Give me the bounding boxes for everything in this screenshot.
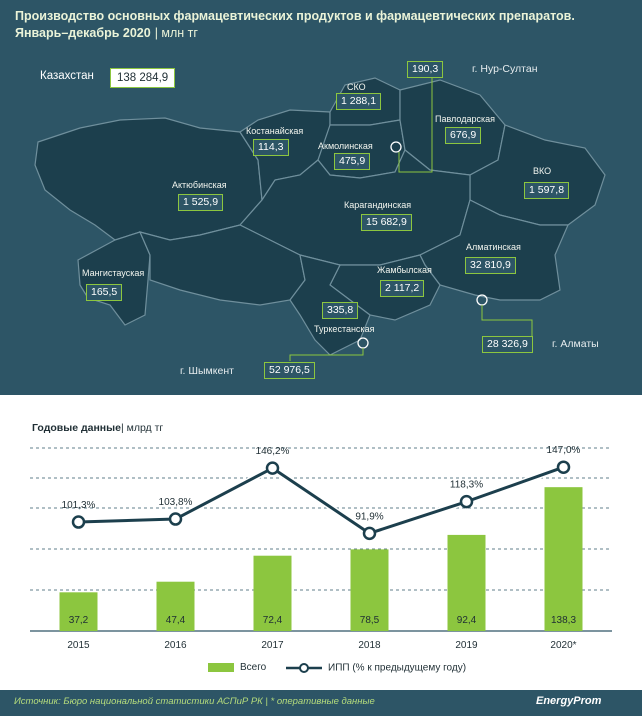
bar-value-label: 138,3 bbox=[551, 615, 576, 626]
footer: Источник: Бюро национальной статистики А… bbox=[0, 690, 642, 716]
leader-almaty bbox=[481, 305, 533, 336]
line-value-label: 147,0% bbox=[547, 445, 581, 456]
region-value-aktobe: 1 525,9 bbox=[178, 194, 224, 211]
region-value-almaty-region: 32 810,9 bbox=[465, 257, 516, 274]
line-value-label: 91,9% bbox=[355, 511, 383, 522]
map-marker-shymkent bbox=[357, 337, 369, 349]
region-label-aktobe: Актюбинская bbox=[172, 180, 227, 190]
bar-value-label: 72,4 bbox=[263, 615, 283, 626]
region-label-mangistau: Мангистауская bbox=[82, 268, 145, 278]
x-tick-label: 2017 bbox=[261, 640, 284, 651]
legend-label-bars: Всего bbox=[240, 662, 267, 673]
legend-item-line: ИПП (% к предыдущему году) bbox=[284, 662, 466, 674]
line-value-label: 101,3% bbox=[62, 500, 96, 511]
kazakhstan-value: 138 284,9 bbox=[110, 68, 176, 88]
legend-item-bars: Всего bbox=[208, 662, 266, 673]
bar-value-label: 47,4 bbox=[166, 615, 186, 626]
line-point bbox=[459, 494, 474, 509]
city-label-nursultan: г. Нур-Султан bbox=[472, 63, 538, 75]
leader-shymkent bbox=[289, 348, 364, 361]
bar bbox=[253, 555, 292, 631]
region-label-akmola: Акмолинская bbox=[318, 141, 373, 151]
line-point bbox=[168, 512, 183, 526]
region-value-akmola: 475,9 bbox=[334, 153, 371, 170]
region-value-kostanay: 114,3 bbox=[253, 139, 289, 156]
bar-value-label: 92,4 bbox=[457, 615, 477, 626]
region-value-karaganda: 15 682,9 bbox=[361, 214, 412, 231]
legend-swatch-line bbox=[286, 663, 322, 673]
chart-title: Годовые данные| млрд тг bbox=[32, 422, 163, 434]
region-value-zhambyl: 2 117,2 bbox=[380, 280, 425, 297]
region-value-sko: 1 288,1 bbox=[336, 93, 382, 110]
city-value-nursultan: 190,3 bbox=[407, 61, 444, 78]
bar bbox=[350, 549, 389, 631]
region-label-kostanay: Костанайская bbox=[246, 126, 304, 136]
bar-value-label: 78,5 bbox=[360, 615, 380, 626]
city-label-shymkent: г. Шымкент bbox=[180, 365, 234, 377]
brand-logo: EnergyProm bbox=[536, 695, 602, 707]
title-unit: | млн тг bbox=[154, 26, 198, 40]
region-value-mangistau: 165,5 bbox=[86, 284, 123, 301]
leader-nursultan bbox=[398, 74, 433, 173]
city-value-shymkent: 52 976,5 bbox=[264, 362, 315, 379]
region-label-zhambyl: Жамбылская bbox=[377, 265, 432, 275]
region-label-turkestan: Туркестанская bbox=[314, 324, 375, 334]
legend-swatch-bars bbox=[208, 662, 234, 672]
bar-value-label: 37,2 bbox=[69, 615, 89, 626]
x-tick-label: 2015 bbox=[67, 640, 90, 651]
region-label-almaty-region: Алматинская bbox=[466, 242, 521, 252]
annual-chart: 37,2 2015 47,4 2016 72,4 2017 78,5 2018 92,4 2019… bbox=[30, 445, 612, 651]
line-value-label: 103,8% bbox=[159, 497, 193, 508]
x-tick-label: 2020* bbox=[550, 640, 576, 651]
chart-title-bold: Годовые данные bbox=[32, 422, 121, 434]
x-tick-label: 2016 bbox=[164, 640, 187, 651]
footer-source: Источник: Бюро национальной статистики А… bbox=[14, 696, 375, 707]
bar bbox=[544, 487, 583, 631]
line-point bbox=[265, 461, 280, 475]
map-marker-nursultan bbox=[390, 141, 402, 153]
bar bbox=[156, 581, 195, 631]
chart-title-unit: | млрд тг bbox=[120, 422, 164, 434]
city-label-almaty: г. Алматы bbox=[552, 338, 599, 350]
ipp-line bbox=[78, 465, 565, 535]
line-point bbox=[71, 515, 86, 529]
legend-label-line: ИПП (% к предыдущему году) bbox=[328, 662, 467, 674]
bar bbox=[59, 592, 98, 631]
city-value-almaty: 28 326,9 bbox=[482, 336, 533, 353]
page-title: Производство основных фармацевтических п… bbox=[15, 8, 615, 42]
x-tick-label: 2018 bbox=[358, 640, 381, 651]
region-label-sko: СКО bbox=[347, 82, 366, 92]
region-value-pavlodar: 676,9 bbox=[445, 127, 482, 144]
title-line1: Производство основных фармацевтических п… bbox=[15, 9, 575, 23]
map-panel: Производство основных фармацевтических п… bbox=[0, 0, 642, 395]
line-point bbox=[362, 526, 377, 541]
region-value-vko: 1 597,8 bbox=[524, 182, 570, 199]
x-tick-label: 2019 bbox=[455, 640, 478, 651]
line-value-label: 118,3% bbox=[450, 480, 483, 491]
line-point bbox=[556, 460, 571, 474]
title-line2: Январь–декабрь 2020 bbox=[15, 26, 151, 40]
region-label-vko: ВКО bbox=[533, 166, 552, 176]
kazakhstan-label: Казахстан bbox=[40, 70, 94, 82]
map-region-aktobe bbox=[34, 117, 263, 241]
map-region-mangistau bbox=[77, 231, 151, 326]
region-label-karaganda: Карагандинская bbox=[344, 200, 412, 210]
line-value-label: 146,2% bbox=[256, 446, 290, 457]
bar bbox=[447, 534, 486, 631]
region-label-pavlodar: Павлодарская bbox=[435, 114, 495, 124]
region-value-turkestan: 335,8 bbox=[322, 302, 359, 319]
